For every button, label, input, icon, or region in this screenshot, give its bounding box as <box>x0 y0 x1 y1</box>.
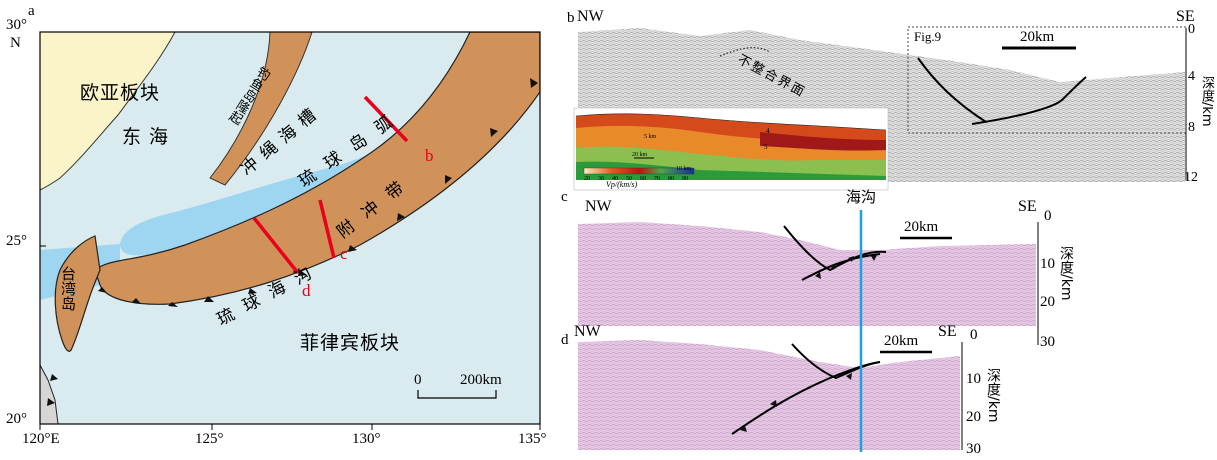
lat-label-25: 25° <box>6 233 27 249</box>
profile-d-nw: NW <box>574 323 601 340</box>
profile-d-depth-0: 0 <box>970 327 978 343</box>
profile-d-axis-title: 深度/km <box>985 368 1001 423</box>
profile-b-depth-0: 0 <box>1188 22 1195 37</box>
profile-label-c: c <box>340 244 348 263</box>
profile-d-depth-10: 10 <box>966 371 981 387</box>
profile-b-letter: b <box>567 10 575 26</box>
lon-label-130: 130° <box>352 431 381 447</box>
lat-label-n: N <box>10 35 21 51</box>
lat-label-20: 20° <box>6 411 27 427</box>
vp-colorbar <box>583 167 695 175</box>
profile-line-d <box>252 216 300 275</box>
fig9-label: Fig.9 <box>914 29 942 44</box>
profile-d-seismic <box>578 340 960 450</box>
profile-b-scale-label: 20km <box>1020 29 1055 45</box>
vp-tick-20: 20 <box>584 176 590 182</box>
vp-tick-70: 70 <box>654 176 660 182</box>
label-taiwan: 台湾岛 <box>59 266 77 311</box>
profile-b-se: SE <box>1176 8 1195 25</box>
vp-tick-60: 60 <box>640 176 646 182</box>
unconformity-line <box>719 47 771 57</box>
inset-label-20km: 20 km <box>632 152 648 158</box>
trench-marker-label: 海沟 <box>846 188 877 206</box>
lon-label-135: 135° <box>518 431 547 447</box>
profile-d-depth-20: 20 <box>966 409 981 425</box>
inset-label-5: 5 <box>764 143 768 151</box>
label-eurasia-plate: 欧亚板块 <box>80 82 161 104</box>
profile-c-axis-title: 深度/km <box>1058 246 1074 301</box>
profile-c-depth-30: 30 <box>1040 334 1055 350</box>
taiwan-island <box>54 235 101 352</box>
profile-d-letter: d <box>561 332 569 348</box>
profile-c-depth-10: 10 <box>1040 256 1055 272</box>
eurasia-land <box>40 32 176 191</box>
profile-line-b <box>363 95 409 143</box>
profile-b-depth-8: 8 <box>1188 120 1195 135</box>
map-scale-bar <box>417 390 497 399</box>
vp-tick-80: 80 <box>668 176 674 182</box>
inset-label-4: 4 <box>766 127 770 135</box>
lon-label-125: 125° <box>195 431 224 447</box>
label-east-china-sea: 东海 <box>122 126 177 148</box>
profile-d-depth-30: 30 <box>966 441 981 457</box>
lon-label-120: 120°E <box>22 431 60 447</box>
vp-tick-30: 30 <box>598 176 604 182</box>
profile-b-depth-12: 12 <box>1184 170 1198 185</box>
inset-label-10km: 10 km <box>676 166 692 172</box>
fault-b-1 <box>917 57 987 123</box>
ryukyu-arc-area <box>94 32 540 305</box>
lat-label-30: 30° <box>6 17 27 33</box>
profile-d-se: SE <box>938 323 957 340</box>
profile-c-depth-0: 0 <box>1044 208 1052 224</box>
profile-line-c <box>318 199 336 259</box>
vp-tick-90: 90 <box>682 176 688 182</box>
profile-label-d: d <box>302 281 311 300</box>
panel-a-letter: a <box>28 3 35 19</box>
profile-d-scale-label: 20km <box>884 333 919 349</box>
profile-b-nw: NW <box>577 8 604 25</box>
map-scale-length: 200km <box>460 372 502 388</box>
map-scale-zero: 0 <box>414 372 422 388</box>
fault-b-2 <box>971 76 1087 125</box>
profile-b-depth-4: 4 <box>1188 69 1195 84</box>
vp-colorbar-title: Vp/(km/s) <box>606 180 638 189</box>
inset-label-5km: 5 km <box>644 134 657 140</box>
label-philippine-plate: 菲律宾板块 <box>300 332 401 354</box>
profile-label-b: b <box>425 146 434 165</box>
profile-c-letter: c <box>561 189 568 205</box>
profile-c-depth-20: 20 <box>1040 294 1055 310</box>
profile-c-nw: NW <box>585 198 612 215</box>
vp-tick-50: 50 <box>626 176 632 182</box>
diaoyu-uplift-area <box>209 32 313 186</box>
profile-b-axis-title: 深度/km <box>1199 76 1214 127</box>
vp-tick-40: 40 <box>612 176 618 182</box>
fault-c-1 <box>783 225 887 272</box>
profile-c-se: SE <box>1018 198 1037 215</box>
fault-d-2 <box>731 361 881 435</box>
profile-c-seismic <box>578 222 1036 326</box>
profile-c-scale-label: 20km <box>904 219 939 235</box>
fault-c-2 <box>801 253 881 281</box>
